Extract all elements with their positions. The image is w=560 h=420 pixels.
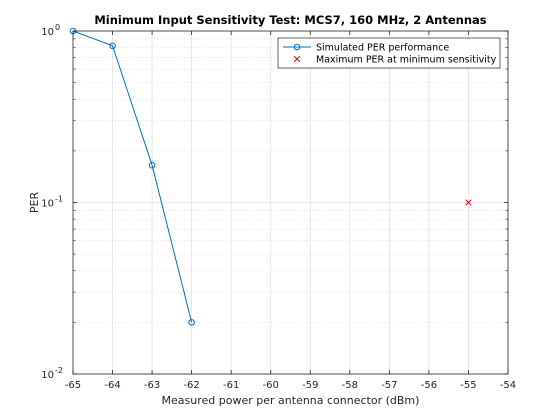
x-tick-label: -57 bbox=[381, 380, 397, 391]
x-tick-label: -65 bbox=[65, 380, 81, 391]
legend-entry: Simulated PER performance bbox=[283, 43, 449, 54]
y-tick-label: 10 bbox=[41, 199, 54, 210]
legend-entry: Maximum PER at minimum sensitivity bbox=[293, 55, 497, 66]
y-tick-label-base: 10 bbox=[41, 370, 54, 381]
legend-label: Maximum PER at minimum sensitivity bbox=[316, 55, 497, 66]
data-point bbox=[109, 42, 116, 50]
x-tick-label: -56 bbox=[421, 380, 437, 391]
x-tick-label: -54 bbox=[500, 380, 516, 391]
x-tick-label: -60 bbox=[263, 380, 279, 391]
x-tick-label: -61 bbox=[223, 380, 239, 391]
series-line bbox=[72, 30, 193, 323]
y-tick-label-exponent: -1 bbox=[55, 195, 63, 204]
y-tick-label-base: 10 bbox=[41, 199, 54, 210]
x-tick-label: -64 bbox=[104, 380, 120, 391]
x-tick-label: -59 bbox=[302, 380, 318, 391]
x-tick-label: -62 bbox=[183, 380, 199, 391]
data-layer bbox=[69, 27, 472, 326]
y-tick-label-exponent: -2 bbox=[55, 366, 63, 375]
legend-label: Simulated PER performance bbox=[316, 43, 449, 54]
data-point bbox=[188, 319, 195, 326]
y-tick-label-exponent: 0 bbox=[55, 23, 60, 32]
x-axis-label: Measured power per antenna connector (dB… bbox=[162, 394, 420, 407]
data-point-x-marker bbox=[465, 199, 472, 206]
x-tick-label: -58 bbox=[342, 380, 358, 391]
y-axis-label: PER bbox=[28, 192, 41, 214]
data-point bbox=[148, 161, 156, 169]
y-tick-label: 10 bbox=[41, 27, 54, 38]
legend-box bbox=[277, 37, 501, 69]
chart-title: Minimum Input Sensitivity Test: MCS7, 16… bbox=[94, 13, 486, 27]
y-tick-label-base: 10 bbox=[41, 27, 54, 38]
legend-marker bbox=[293, 55, 301, 63]
legend-marker bbox=[293, 43, 301, 51]
y-tick-label: 10 bbox=[41, 370, 54, 381]
x-tick-label: -55 bbox=[460, 380, 476, 391]
x-tick-label: -63 bbox=[144, 380, 160, 391]
